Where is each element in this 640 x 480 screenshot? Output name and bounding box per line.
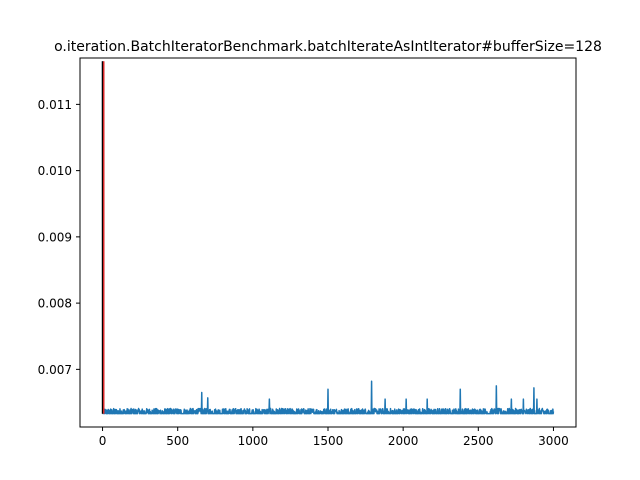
series-line xyxy=(101,61,555,415)
axes-frame xyxy=(79,57,577,428)
x-tick-label: 0 xyxy=(99,434,107,448)
chart-title: o.iteration.BatchIteratorBenchmark.batch… xyxy=(54,39,602,55)
y-tick-label: 0.008 xyxy=(38,297,72,311)
x-tick-label: 1500 xyxy=(313,434,344,448)
y-tick-label: 0.010 xyxy=(38,164,72,178)
y-tick-label: 0.007 xyxy=(38,363,72,377)
x-tick-label: 3000 xyxy=(538,434,569,448)
x-axis: 0 500 1000 1500 2000 2500 3000 xyxy=(99,427,569,448)
x-tick-label: 2500 xyxy=(463,434,494,448)
y-tick-label: 0.009 xyxy=(38,230,72,244)
x-tick-label: 500 xyxy=(166,434,189,448)
y-axis: 0.007 0.008 0.009 0.010 0.011 xyxy=(38,98,80,377)
y-tick-label: 0.011 xyxy=(38,98,72,112)
plot-area xyxy=(101,61,555,415)
x-tick-label: 2000 xyxy=(388,434,419,448)
x-tick-label: 1000 xyxy=(238,434,269,448)
